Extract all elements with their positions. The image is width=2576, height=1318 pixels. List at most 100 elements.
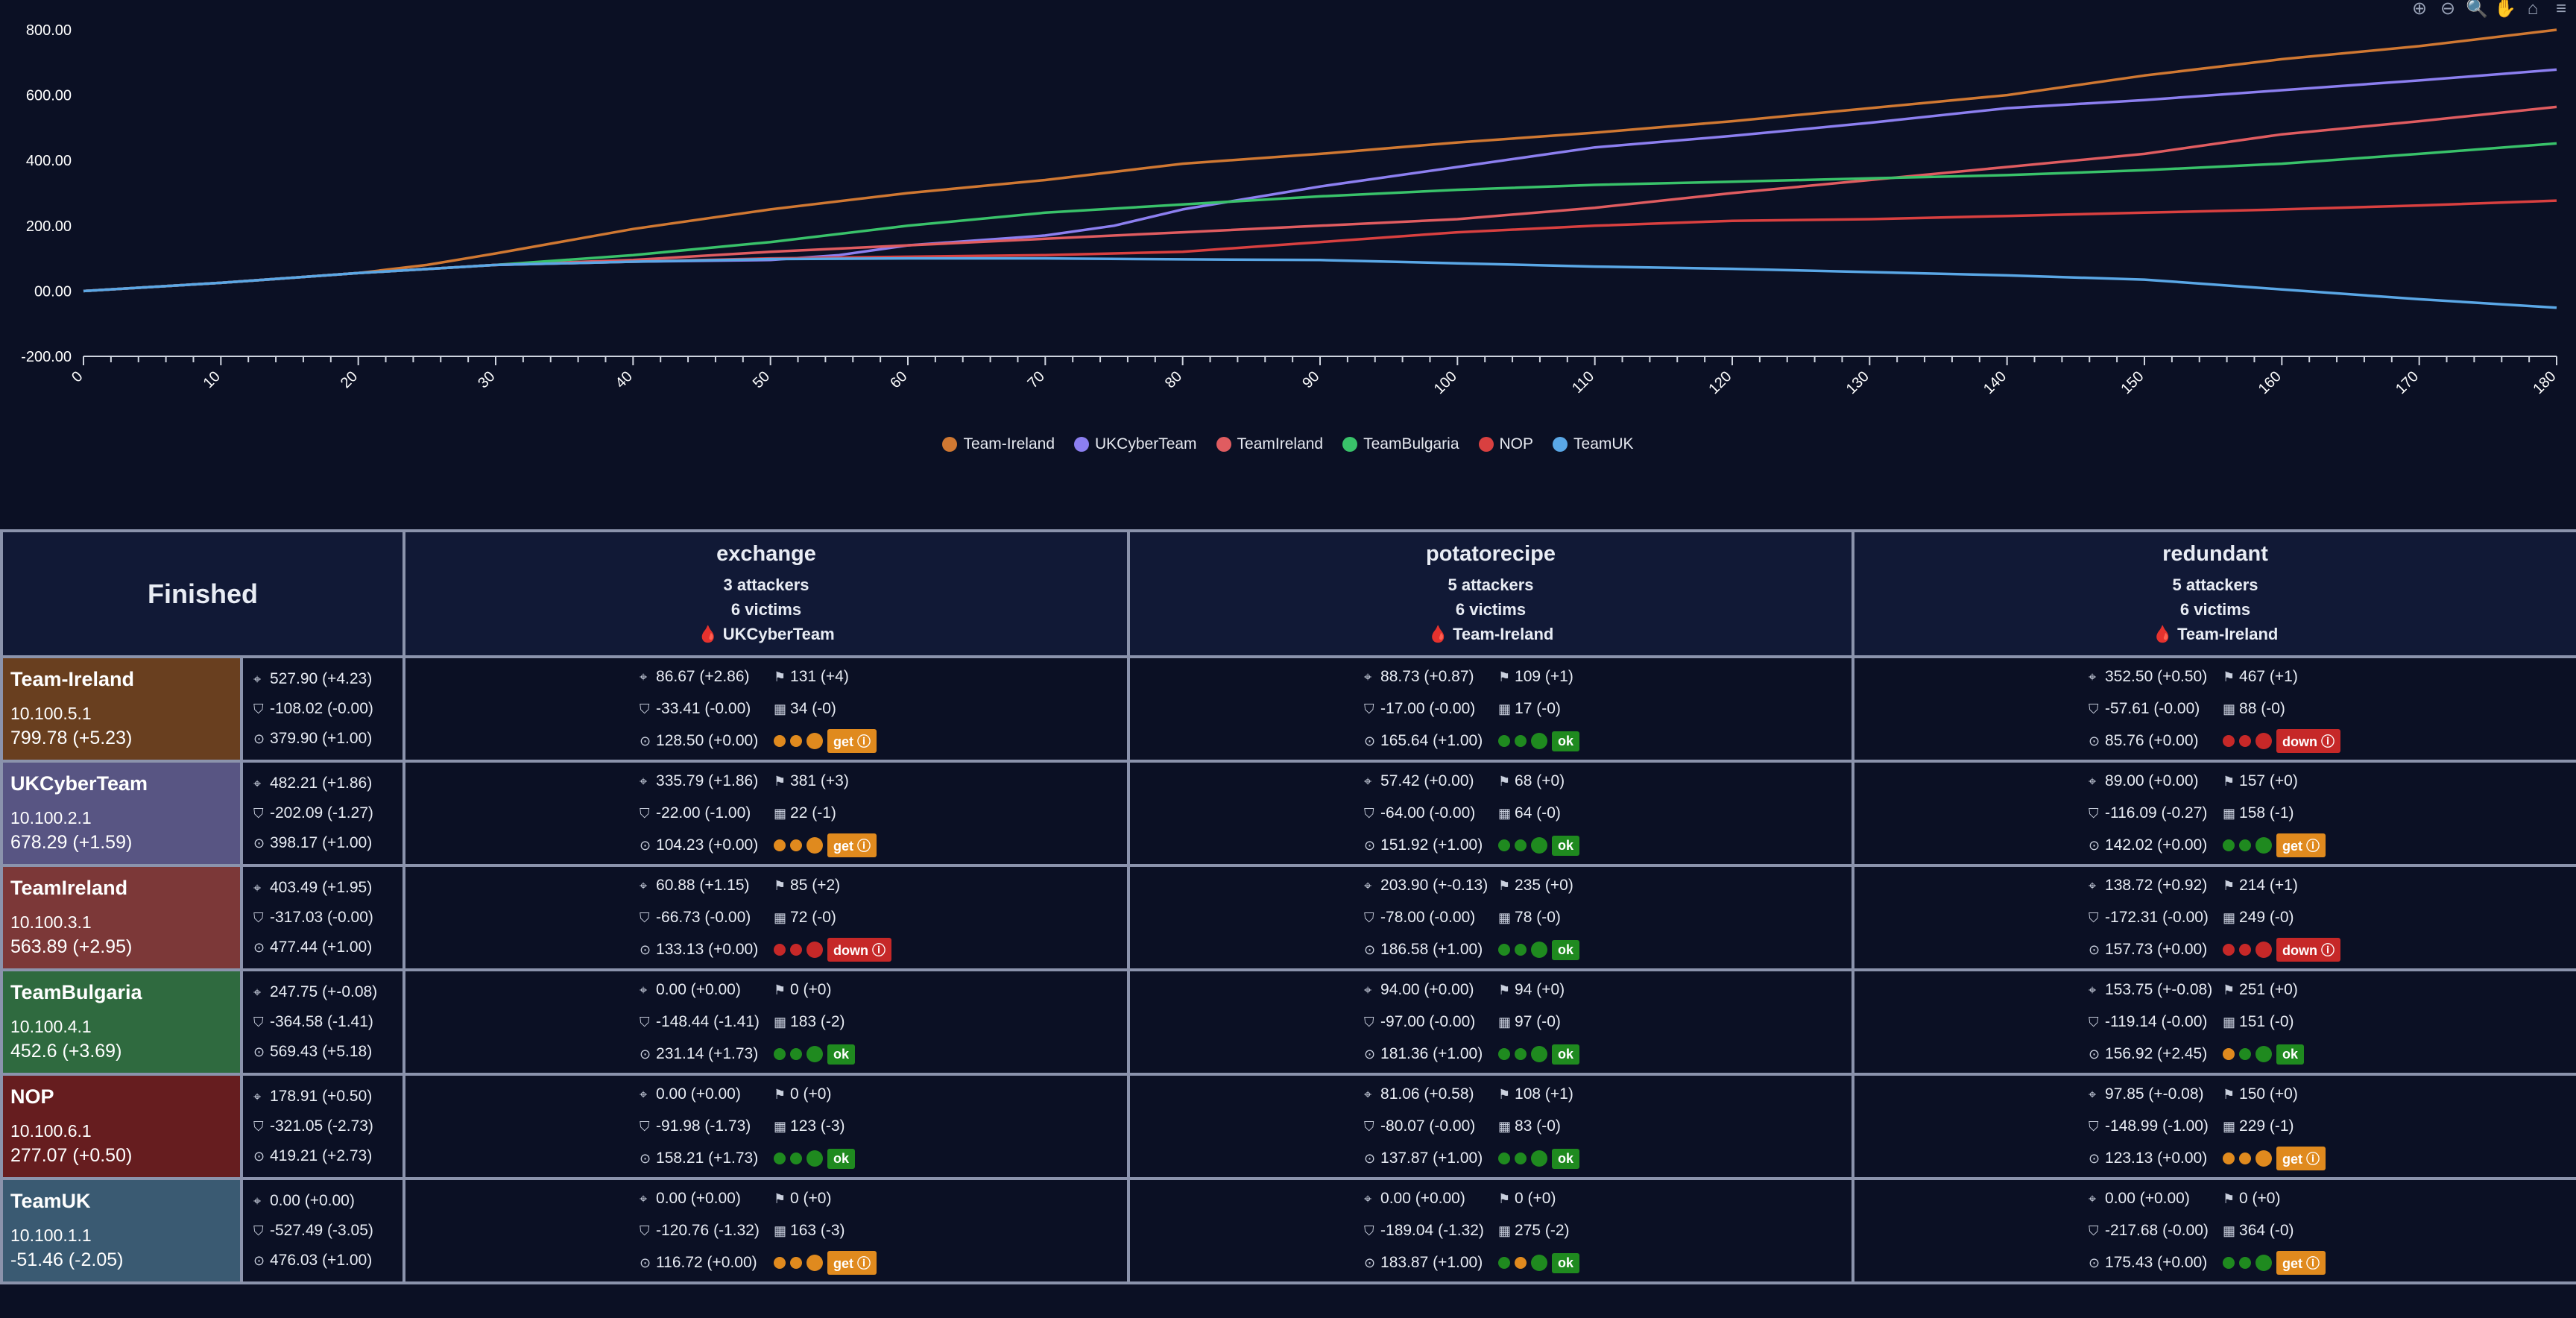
team-cell[interactable]: NOP 10.100.6.1 277.07 (+0.50) xyxy=(0,1073,243,1180)
service-sla: ⊙ 85.76 (+0.00) xyxy=(2089,728,2223,755)
check-status-dot xyxy=(2239,839,2252,851)
flags-lost-value: 183 (-2) xyxy=(790,1013,845,1030)
service-status-badge[interactable]: down ⓘ xyxy=(2276,938,2341,962)
flags-captured-value: 157 (+0) xyxy=(2239,772,2298,789)
service-sla: ⊙ 158.21 (+1.73) xyxy=(640,1145,774,1173)
flags-lost: ▦ 183 (-2) xyxy=(774,1009,893,1036)
attack-icon: ⌖ xyxy=(640,982,648,997)
flags-captured: ⚑ 0 (+0) xyxy=(774,977,893,1004)
zoom-in-icon[interactable]: ⊕ xyxy=(2411,0,2428,19)
flags-lost-value: 97 (-0) xyxy=(1515,1013,1561,1030)
service-status-badge[interactable]: get ⓘ xyxy=(827,833,877,857)
x-tick-label: 30 xyxy=(475,368,498,391)
service-status-badge[interactable]: down ⓘ xyxy=(2276,729,2341,753)
service-attack-value: 97.85 (+-0.08) xyxy=(2105,1085,2204,1103)
service-status-badge[interactable]: get ⓘ xyxy=(827,1251,877,1275)
flags-captured-value: 467 (+1) xyxy=(2239,668,2298,685)
service-sla: ⊙ 157.73 (+0.00) xyxy=(2089,936,2223,964)
defense-icon: ⛉ xyxy=(253,909,264,925)
team-row: NOP 10.100.6.1 277.07 (+0.50) ⌖ 178.91 (+… xyxy=(0,1073,2576,1180)
x-tick-label: 130 xyxy=(1843,368,1872,397)
defense-icon: ⛉ xyxy=(253,1223,264,1238)
flags-captured: ⚑ 157 (+0) xyxy=(2223,768,2342,795)
flags-lost-value: 72 (-0) xyxy=(790,909,836,926)
service-defense: ⛉ -64.00 (-0.00) xyxy=(1364,800,1498,827)
sla-points-value: 398.17 (+1.00) xyxy=(270,834,373,851)
defense-points: ⛉ -527.49 (-3.05) xyxy=(253,1216,402,1246)
service-attack: ⌖ 94.00 (+0.00) xyxy=(1364,977,1498,1004)
flag-icon: ⚑ xyxy=(2223,1086,2235,1102)
check-status-dot xyxy=(2239,1153,2252,1164)
sla-icon: ⊙ xyxy=(640,1046,651,1062)
flags-captured: ⚑ 85 (+2) xyxy=(774,872,893,900)
defense-icon: ⛉ xyxy=(2089,1223,2099,1238)
team-cell[interactable]: TeamUK 10.100.1.1 -51.46 (-2.05) xyxy=(0,1177,243,1284)
scoreboard: Finished exchange 3 attackers 6 victims … xyxy=(0,529,2576,1311)
service-defense: ⛉ -120.76 (-1.32) xyxy=(640,1217,774,1245)
service-status-badge[interactable]: ok xyxy=(1552,1148,1580,1169)
flags-lost: ▦ 83 (-0) xyxy=(1498,1113,1617,1141)
service-status-badge[interactable]: ok xyxy=(2276,1044,2305,1065)
service-attack-value: 0.00 (+0.00) xyxy=(1380,1190,1465,1207)
check-status-dot xyxy=(2239,1257,2252,1269)
service-sla-value: 142.02 (+0.00) xyxy=(2105,836,2208,854)
team-cell[interactable]: TeamBulgaria 10.100.4.1 452.6 (+3.69) xyxy=(0,968,243,1076)
legend-item[interactable]: TeamIreland xyxy=(1216,435,1323,453)
service-status-badge[interactable]: ok xyxy=(827,1044,856,1065)
service-status-badge[interactable]: ok xyxy=(1552,731,1580,751)
service-attack-value: 0.00 (+0.00) xyxy=(656,1190,741,1207)
service-status-badge[interactable]: get ⓘ xyxy=(2276,1251,2326,1275)
attack-points: ⌖ 178.91 (+0.50) xyxy=(253,1082,402,1112)
legend-item[interactable]: UKCyberTeam xyxy=(1074,435,1197,453)
check-status-dot xyxy=(790,1257,803,1269)
check-status-dot xyxy=(774,1153,786,1164)
team-cell[interactable]: Team-Ireland 10.100.5.1 799.78 (+5.23) xyxy=(0,655,243,763)
service-sla: ⊙ 175.43 (+0.00) xyxy=(2089,1249,2223,1277)
x-tick-label: 160 xyxy=(2255,368,2285,397)
y-tick-label: 200.00 xyxy=(26,218,72,235)
attack-icon: ⌖ xyxy=(253,775,262,791)
menu-icon[interactable]: ≡ xyxy=(2555,0,2566,19)
zoom-out-icon[interactable]: ⊖ xyxy=(2440,0,2456,19)
legend-item[interactable]: NOP xyxy=(1478,435,1533,453)
service-sla: ⊙ 151.92 (+1.00) xyxy=(1364,832,1498,860)
zoom-select-icon[interactable]: 🔍 xyxy=(2466,0,2488,19)
team-cell[interactable]: TeamIreland 10.100.3.1 563.89 (+2.95) xyxy=(0,864,243,971)
service-status-badge[interactable]: get ⓘ xyxy=(827,729,877,753)
service-status-badge[interactable]: get ⓘ xyxy=(2276,1147,2326,1170)
service-status-badge[interactable]: get ⓘ xyxy=(2276,833,2326,857)
attack-icon: ⌖ xyxy=(2089,1086,2097,1102)
service-status-badge[interactable]: ok xyxy=(1552,1044,1580,1065)
flags-captured: ⚑ 214 (+1) xyxy=(2223,872,2342,900)
service-status-badge[interactable]: ok xyxy=(1552,1252,1580,1273)
flags-lost: ▦ 249 (-0) xyxy=(2223,904,2342,932)
service-status-badge[interactable]: ok xyxy=(827,1148,856,1169)
service-status-badge[interactable]: ok xyxy=(1552,939,1580,960)
service-status-badge[interactable]: ok xyxy=(1552,835,1580,856)
flags-captured: ⚑ 94 (+0) xyxy=(1498,977,1617,1004)
service-defense: ⛉ -217.68 (-0.00) xyxy=(2089,1217,2223,1245)
service-status-badge[interactable]: down ⓘ xyxy=(827,938,892,962)
team-score: 678.29 (+1.59) xyxy=(10,831,133,853)
sla-icon: ⊙ xyxy=(1364,1046,1376,1062)
service-attack: ⌖ 352.50 (+0.50) xyxy=(2089,663,2223,691)
service-sla-value: 104.23 (+0.00) xyxy=(656,836,759,854)
service-defense-value: -116.09 (-0.27) xyxy=(2105,804,2208,822)
legend-item[interactable]: TeamBulgaria xyxy=(1342,435,1459,453)
service-cell: ⌖ 0.00 (+0.00) ⚑ 0 (+0) ⛉ -148.44 (-1.41) ▦… xyxy=(402,968,1131,1076)
flags-lost: ▦ 158 (-1) xyxy=(2223,800,2342,827)
flags-captured: ⚑ 109 (+1) xyxy=(1498,663,1617,691)
check-status-dot xyxy=(774,1257,786,1269)
check-status-dot xyxy=(1515,839,1527,851)
attack-points: ⌖ 527.90 (+4.23) xyxy=(253,664,402,694)
team-cell[interactable]: UKCyberTeam 10.100.2.1 678.29 (+1.59) xyxy=(0,760,243,867)
flags-lost-value: 249 (-0) xyxy=(2239,909,2294,926)
home-reset-icon[interactable]: ⌂ xyxy=(2527,0,2539,19)
service-attack-value: 81.06 (+0.58) xyxy=(1380,1085,1474,1103)
legend-item[interactable]: Team-Ireland xyxy=(942,435,1055,453)
pan-icon[interactable]: ✋ xyxy=(2494,0,2516,19)
first-blood: 🩸 Team-Ireland xyxy=(1130,622,1852,646)
legend-item[interactable]: TeamUK xyxy=(1553,435,1634,453)
x-tick-label: 90 xyxy=(1299,368,1322,391)
defense-points: ⛉ -317.03 (-0.00) xyxy=(253,903,402,933)
